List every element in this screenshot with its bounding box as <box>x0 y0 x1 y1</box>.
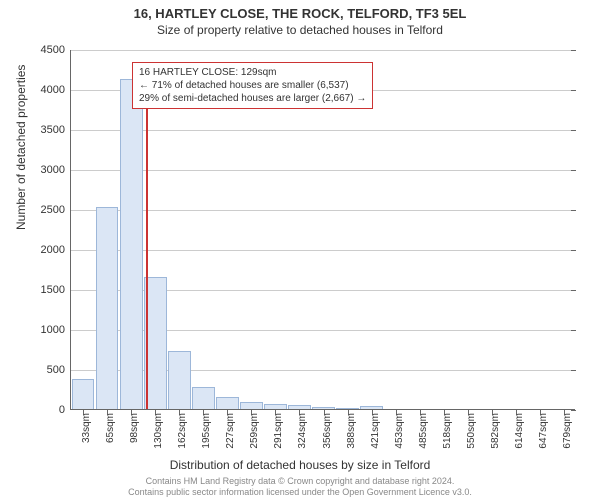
xtick-label: 388sqm <box>346 413 357 449</box>
chart-container: 16, HARTLEY CLOSE, THE ROCK, TELFORD, TF… <box>0 0 600 500</box>
bar <box>312 407 335 409</box>
bar <box>216 397 239 409</box>
bar <box>168 351 191 409</box>
bar <box>360 406 383 409</box>
xtick-label: 453sqm <box>394 413 405 449</box>
xtick-label: 582sqm <box>490 413 501 449</box>
chart-subtitle: Size of property relative to detached ho… <box>0 23 600 37</box>
ytick-label: 3500 <box>41 124 65 136</box>
ytick-label: 1500 <box>41 284 65 296</box>
ytick-label: 500 <box>47 364 65 376</box>
gridline <box>71 50 575 51</box>
ytick-mark <box>571 370 576 371</box>
annotation-box: 16 HARTLEY CLOSE: 129sqm ← 71% of detach… <box>132 62 373 109</box>
ytick-mark <box>571 410 576 411</box>
bar <box>336 408 359 409</box>
xtick-label: 33sqm <box>81 413 92 443</box>
annotation-line-3: 29% of semi-detached houses are larger (… <box>139 92 366 105</box>
bar <box>288 405 311 409</box>
xtick-label: 162sqm <box>177 413 188 449</box>
bar <box>120 79 143 409</box>
y-axis-label: Number of detached properties <box>14 65 28 230</box>
bar <box>72 379 95 409</box>
xtick-label: 614sqm <box>514 413 525 449</box>
ytick-mark <box>571 290 576 291</box>
ytick-mark <box>571 170 576 171</box>
xtick-label: 227sqm <box>225 413 236 449</box>
bar <box>264 404 287 409</box>
marker-line <box>146 63 148 409</box>
ytick-mark <box>571 210 576 211</box>
xtick-label: 679sqm <box>562 413 573 449</box>
ytick-label: 2000 <box>41 244 65 256</box>
bar <box>96 207 119 409</box>
xtick-label: 485sqm <box>418 413 429 449</box>
xtick-label: 518sqm <box>442 413 453 449</box>
ytick-mark <box>571 330 576 331</box>
annotation-line-2: ← 71% of detached houses are smaller (6,… <box>139 79 366 92</box>
footer-line-2: Contains public sector information licen… <box>0 487 600 498</box>
ytick-mark <box>571 50 576 51</box>
ytick-label: 4000 <box>41 84 65 96</box>
ytick-mark <box>571 130 576 131</box>
xtick-label: 98sqm <box>129 413 140 443</box>
title-area: 16, HARTLEY CLOSE, THE ROCK, TELFORD, TF… <box>0 0 600 37</box>
footer-line-1: Contains HM Land Registry data © Crown c… <box>0 476 600 487</box>
xtick-label: 550sqm <box>466 413 477 449</box>
chart-area: 05001000150020002500300035004000450033sq… <box>70 50 575 410</box>
xtick-label: 65sqm <box>105 413 116 443</box>
ytick-label: 1000 <box>41 324 65 336</box>
xtick-label: 259sqm <box>249 413 260 449</box>
annotation-line-1: 16 HARTLEY CLOSE: 129sqm <box>139 66 366 79</box>
chart-title: 16, HARTLEY CLOSE, THE ROCK, TELFORD, TF… <box>0 6 600 21</box>
bar <box>240 402 263 409</box>
ytick-label: 2500 <box>41 204 65 216</box>
ytick-label: 0 <box>59 404 65 416</box>
xtick-label: 195sqm <box>201 413 212 449</box>
ytick-label: 3000 <box>41 164 65 176</box>
xtick-label: 356sqm <box>322 413 333 449</box>
xtick-label: 421sqm <box>370 413 381 449</box>
xtick-label: 130sqm <box>153 413 164 449</box>
ytick-mark <box>571 90 576 91</box>
xtick-label: 324sqm <box>297 413 308 449</box>
xtick-label: 291sqm <box>273 413 284 449</box>
xtick-label: 647sqm <box>538 413 549 449</box>
bar <box>192 387 215 409</box>
x-axis-label: Distribution of detached houses by size … <box>0 458 600 472</box>
ytick-mark <box>571 250 576 251</box>
footer: Contains HM Land Registry data © Crown c… <box>0 476 600 498</box>
ytick-label: 4500 <box>41 44 65 56</box>
